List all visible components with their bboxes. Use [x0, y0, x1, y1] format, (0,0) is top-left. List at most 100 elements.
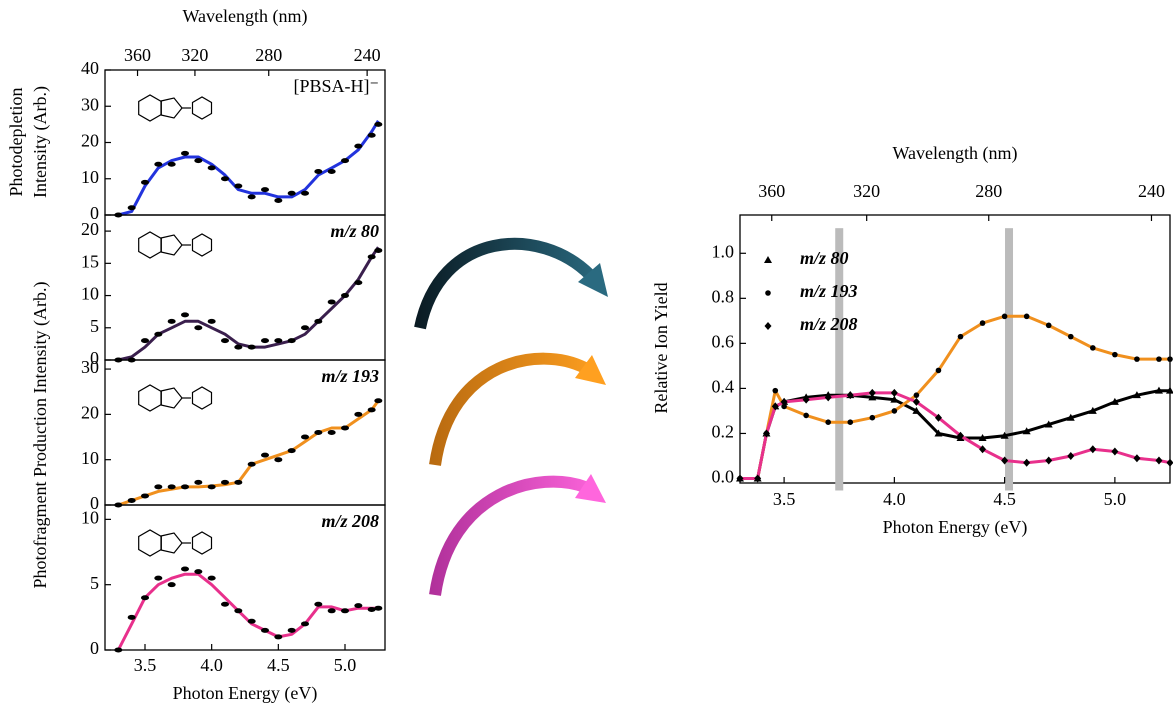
data-point [154, 575, 163, 581]
x-tick-label: 4.0 [200, 655, 223, 675]
data-point [327, 169, 336, 174]
ring [191, 233, 213, 257]
data-point [1089, 445, 1097, 454]
x2-tick-label: 280 [975, 181, 1002, 201]
data-point [354, 411, 363, 417]
data-point [1000, 431, 1009, 439]
ring [191, 386, 213, 410]
data-point [771, 402, 779, 411]
fit-line [117, 399, 380, 507]
data-point [247, 618, 256, 624]
data-point [221, 601, 229, 607]
data-point [1167, 356, 1173, 362]
x2-tick-label: 360 [124, 45, 151, 65]
y-tick-label: 40 [81, 58, 99, 78]
data-point [274, 634, 283, 640]
data-point [846, 391, 854, 400]
data-point [341, 425, 349, 431]
data-point [207, 165, 216, 171]
fit-line [116, 572, 379, 651]
data-point [1044, 420, 1053, 428]
data-point [1045, 322, 1052, 329]
legend-marker [764, 256, 772, 263]
data-point [301, 621, 309, 627]
data-point [762, 429, 770, 438]
data-point [301, 190, 309, 196]
data-point [803, 412, 809, 419]
y-tick-label: 5 [90, 573, 99, 593]
x2-tick-label: 320 [181, 45, 208, 65]
data-point [868, 388, 876, 397]
data-point [314, 430, 323, 435]
data-point [913, 392, 920, 398]
ring [138, 231, 162, 259]
data-point [1023, 458, 1031, 467]
ring [160, 532, 183, 554]
data-point [824, 393, 832, 402]
data-point [1156, 356, 1162, 362]
data-point [274, 457, 283, 463]
data-point [1067, 333, 1074, 340]
arrow-head [575, 474, 606, 503]
data-point [247, 194, 256, 200]
fit-line [117, 246, 380, 362]
y-tick-label: 0.6 [712, 331, 735, 351]
data-point [367, 407, 376, 413]
x-axis-title: Photon Energy (eV) [883, 517, 1028, 538]
data-point [194, 569, 203, 575]
data-point [780, 397, 788, 406]
fit-line [740, 389, 1170, 480]
legend-marker [765, 290, 771, 296]
data-point [847, 419, 854, 425]
x2-tick-label: 320 [853, 181, 880, 201]
y-tick-label: 0 [90, 348, 99, 368]
molecule-sketch [138, 94, 213, 122]
data-point [354, 280, 363, 286]
x2-tick-label: 280 [255, 45, 282, 65]
x-tick-label: 4.0 [883, 489, 906, 509]
data-point [314, 318, 323, 324]
y-tick-label: 0 [90, 493, 99, 513]
x-tick-label: 3.5 [773, 489, 796, 509]
data-point [167, 318, 176, 324]
data-point [1001, 456, 1009, 465]
data-point [221, 479, 229, 485]
molecule-sketch [138, 231, 213, 259]
data-point [934, 429, 943, 437]
data-point [127, 205, 136, 211]
data-point [341, 608, 349, 614]
data-point [154, 161, 163, 167]
x-tick-label: 4.5 [267, 655, 290, 675]
data-point [114, 647, 123, 653]
data-point [181, 312, 189, 318]
arrow [429, 475, 588, 596]
fit-line [117, 120, 380, 217]
y-tick-label: 0.0 [712, 467, 735, 487]
data-point [234, 479, 243, 485]
data-point [207, 575, 216, 581]
data-point [781, 403, 787, 410]
data-point [912, 397, 920, 406]
data-point [890, 388, 898, 397]
data-point [1045, 456, 1053, 465]
data-point [754, 474, 762, 483]
data-point [167, 582, 176, 588]
data-point [207, 484, 216, 490]
data-point [194, 479, 203, 485]
ring [160, 234, 183, 256]
data-point [1110, 397, 1119, 405]
data-point [141, 338, 149, 344]
data-point [167, 161, 176, 167]
data-point [234, 608, 243, 614]
y-tick-label: 0 [90, 638, 99, 658]
data-point [912, 406, 921, 414]
data-point [354, 603, 363, 609]
data-point [287, 338, 296, 344]
data-point [247, 344, 256, 350]
data-point [935, 367, 942, 374]
x2-axis-title: Wavelength (nm) [892, 143, 1017, 164]
data-point [287, 190, 296, 196]
data-point [1066, 413, 1075, 421]
y-axis-title: Intensity (Arb.) [30, 86, 51, 198]
data-point [127, 497, 136, 503]
